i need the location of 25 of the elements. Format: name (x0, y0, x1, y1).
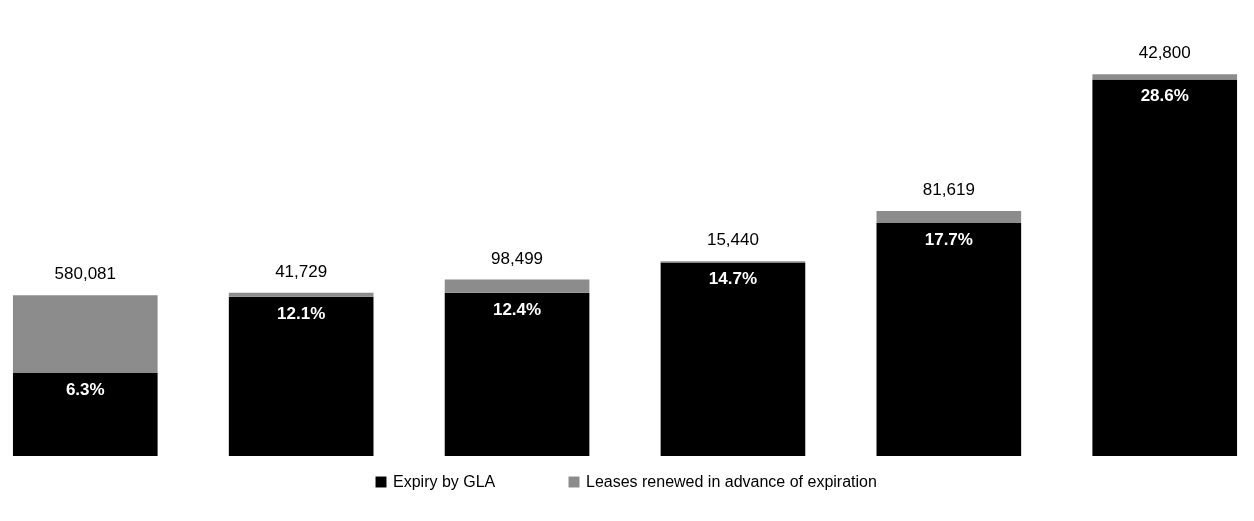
data-label: 28.6% (1140, 86, 1189, 106)
annotation: 580,081 (54, 264, 116, 284)
bar (876, 222, 1022, 456)
annotation: 15,440 (706, 230, 759, 250)
annotation: 98,499 (491, 248, 544, 268)
data-label: 6.3% (65, 380, 105, 400)
data-label: 12.1% (277, 303, 326, 323)
annotation: 81,619 (922, 180, 975, 200)
bar (876, 211, 1022, 223)
annotation: 41,729 (275, 261, 328, 281)
bar (1092, 74, 1238, 80)
bar (12, 295, 158, 374)
data-label: 12.4% (492, 299, 542, 319)
bar (660, 262, 806, 456)
data-label: 17.7% (924, 229, 973, 249)
bar (228, 296, 374, 456)
bar (12, 373, 158, 456)
text: 42,800 (1138, 43, 1191, 63)
bar (1092, 79, 1238, 456)
bar (228, 292, 374, 297)
bar (444, 292, 590, 456)
data-label: 14.7% (708, 269, 758, 289)
bar (444, 279, 590, 293)
legend-label: Leases renewed in advance of expiration (586, 473, 877, 490)
legend-label: Expiry by GLA (393, 473, 496, 490)
